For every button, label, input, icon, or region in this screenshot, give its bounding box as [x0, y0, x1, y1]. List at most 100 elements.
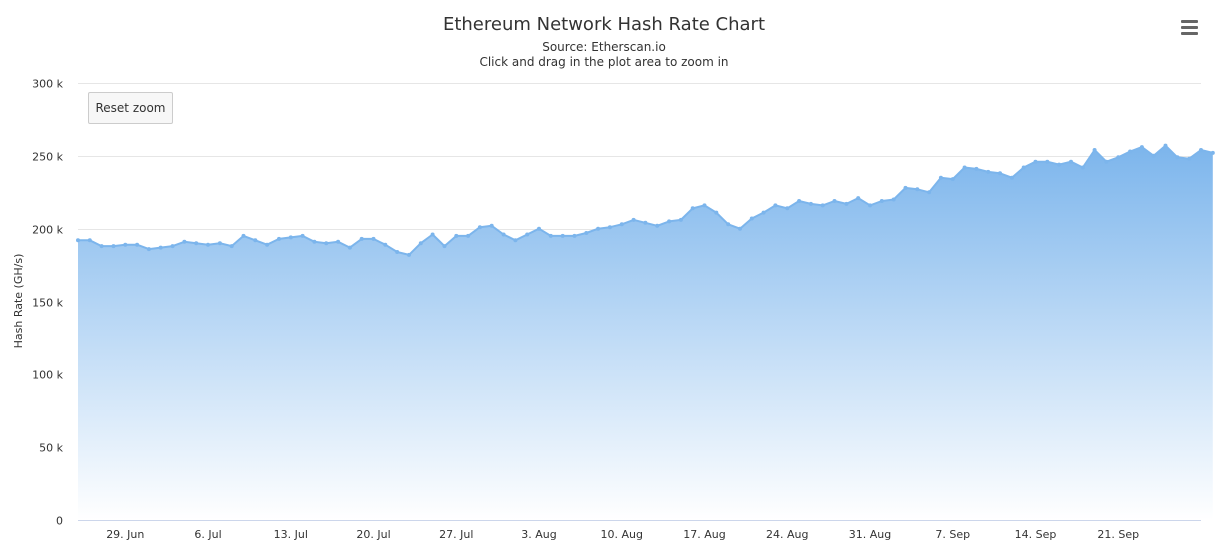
data-point[interactable] [749, 216, 754, 221]
data-point[interactable] [879, 199, 884, 203]
data-point[interactable] [76, 238, 80, 243]
data-point[interactable] [761, 210, 766, 215]
data-point[interactable] [927, 190, 932, 195]
data-point[interactable] [962, 165, 967, 170]
data-point[interactable] [146, 247, 151, 252]
data-point[interactable] [1021, 165, 1026, 170]
data-point[interactable] [998, 171, 1002, 176]
data-point[interactable] [950, 177, 955, 182]
data-point[interactable] [229, 244, 234, 249]
data-point[interactable] [312, 239, 317, 244]
data-point[interactable] [631, 217, 636, 222]
data-point[interactable] [891, 197, 896, 202]
data-point[interactable] [868, 203, 872, 208]
data-point[interactable] [300, 233, 305, 238]
data-point[interactable] [714, 210, 719, 215]
data-point[interactable] [111, 244, 116, 249]
data-point[interactable] [395, 250, 400, 254]
data-point[interactable] [596, 226, 601, 231]
data-point[interactable] [383, 242, 388, 247]
data-point[interactable] [1187, 156, 1192, 161]
data-point[interactable] [1151, 153, 1156, 158]
data-point[interactable] [1057, 162, 1062, 167]
data-point[interactable] [407, 252, 411, 257]
data-point[interactable] [336, 239, 341, 244]
data-point[interactable] [678, 217, 683, 222]
data-point[interactable] [454, 233, 459, 238]
data-point[interactable] [477, 225, 482, 230]
data-point[interactable] [560, 233, 565, 238]
data-point[interactable] [1104, 159, 1109, 164]
data-point[interactable] [347, 245, 352, 250]
data-point[interactable] [489, 223, 494, 228]
data-point[interactable] [702, 203, 707, 208]
data-point[interactable] [1009, 175, 1014, 180]
data-point[interactable] [1210, 150, 1215, 155]
data-point[interactable] [217, 241, 222, 246]
data-point[interactable] [1033, 159, 1038, 164]
data-point[interactable] [808, 201, 813, 206]
data-point[interactable] [1175, 155, 1180, 160]
reset-zoom-button[interactable]: Reset zoom [88, 92, 173, 124]
data-point[interactable] [194, 241, 199, 246]
data-point[interactable] [607, 225, 612, 230]
data-point[interactable] [418, 241, 423, 246]
data-point[interactable] [1080, 165, 1085, 170]
data-point[interactable] [206, 242, 210, 247]
data-point[interactable] [1163, 143, 1168, 148]
data-point[interactable] [773, 203, 778, 208]
data-point[interactable] [903, 185, 908, 190]
data-point[interactable] [1069, 159, 1073, 164]
data-point[interactable] [241, 233, 246, 238]
data-point[interactable] [619, 222, 624, 227]
data-point[interactable] [442, 244, 447, 249]
data-point[interactable] [1199, 148, 1203, 152]
data-point[interactable] [170, 244, 175, 249]
data-point[interactable] [99, 244, 104, 249]
data-point[interactable] [288, 235, 293, 240]
data-point[interactable] [1116, 155, 1121, 160]
data-point[interactable] [324, 241, 329, 246]
data-point[interactable] [466, 233, 471, 238]
data-point[interactable] [430, 232, 435, 237]
data-point[interactable] [87, 238, 92, 243]
data-point[interactable] [1139, 145, 1144, 150]
data-point[interactable] [1128, 149, 1133, 154]
data-point[interactable] [548, 233, 553, 238]
plot-area[interactable] [76, 143, 1215, 520]
data-point[interactable] [158, 245, 163, 250]
data-point[interactable] [974, 166, 979, 171]
data-point[interactable] [513, 238, 518, 243]
data-point[interactable] [525, 232, 530, 237]
data-point[interactable] [253, 238, 258, 243]
data-point[interactable] [501, 232, 506, 237]
data-point[interactable] [797, 199, 802, 203]
data-point[interactable] [643, 220, 648, 225]
data-point[interactable] [820, 203, 825, 208]
data-point[interactable] [277, 236, 281, 241]
data-point[interactable] [182, 239, 187, 244]
data-point[interactable] [856, 196, 861, 201]
data-point[interactable] [359, 236, 364, 241]
data-point[interactable] [938, 175, 943, 180]
data-point[interactable] [371, 236, 376, 241]
data-point[interactable] [1045, 159, 1050, 164]
hamburger-menu-icon[interactable] [1178, 16, 1202, 38]
data-point[interactable] [726, 222, 731, 227]
data-point[interactable] [1092, 148, 1097, 152]
data-point[interactable] [986, 169, 991, 174]
data-point[interactable] [915, 187, 920, 192]
data-point[interactable] [738, 226, 742, 231]
data-point[interactable] [655, 223, 660, 228]
data-point[interactable] [690, 206, 695, 211]
data-point[interactable] [785, 206, 790, 211]
data-point[interactable] [265, 242, 270, 247]
data-point[interactable] [844, 201, 849, 206]
data-point[interactable] [832, 199, 837, 203]
data-point[interactable] [572, 233, 577, 238]
data-point[interactable] [123, 242, 128, 247]
data-point[interactable] [584, 231, 589, 235]
data-point[interactable] [135, 242, 140, 247]
data-point[interactable] [667, 219, 672, 224]
data-point[interactable] [537, 226, 541, 231]
